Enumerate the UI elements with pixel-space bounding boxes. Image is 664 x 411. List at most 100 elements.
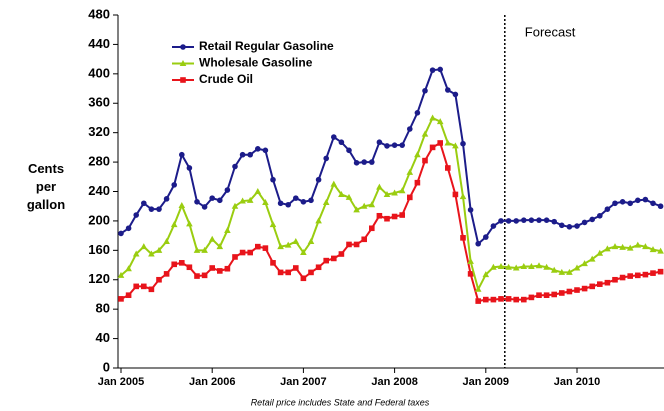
point [406, 168, 414, 175]
point [566, 224, 573, 230]
point [460, 140, 466, 147]
point [307, 238, 315, 245]
point [497, 263, 505, 270]
point [277, 243, 284, 250]
point [391, 213, 398, 220]
point [361, 159, 368, 165]
point [490, 263, 497, 270]
legend-label: Wholesale Gasoline [199, 56, 313, 70]
point [178, 201, 186, 208]
x-tick-label: Jan 2009 [463, 376, 509, 388]
point [330, 180, 338, 187]
point [604, 206, 611, 212]
point [368, 201, 376, 208]
point [239, 151, 246, 158]
point [550, 266, 558, 273]
legend-label: Crude Oil [199, 72, 253, 86]
point [452, 142, 459, 149]
point [376, 212, 383, 219]
point [543, 292, 550, 298]
point [414, 151, 421, 158]
point [186, 165, 193, 171]
point [513, 296, 519, 303]
point [505, 218, 512, 224]
y-tick-label: 440 [88, 36, 110, 51]
point [262, 147, 269, 154]
point [521, 217, 527, 223]
point [445, 165, 451, 171]
point [270, 260, 276, 266]
point [300, 198, 307, 205]
point [635, 272, 641, 279]
point [148, 250, 155, 257]
point [551, 291, 557, 298]
point [369, 159, 375, 165]
point [429, 144, 436, 151]
point [543, 263, 550, 270]
point [612, 276, 618, 283]
point [604, 279, 611, 286]
y-tick-label: 200 [88, 212, 110, 227]
point [346, 147, 352, 154]
point [292, 238, 300, 245]
point [551, 218, 557, 225]
point [543, 217, 550, 223]
point [566, 268, 573, 275]
point [574, 287, 580, 293]
point [193, 246, 201, 253]
point [369, 225, 375, 232]
point [604, 245, 611, 252]
footnote: Retail price includes State and Federal … [251, 397, 430, 407]
point [338, 251, 345, 257]
point [650, 270, 656, 276]
point [421, 130, 429, 137]
point [284, 241, 292, 248]
point [399, 142, 406, 148]
point [208, 235, 216, 242]
point [125, 292, 132, 298]
point [558, 268, 566, 275]
y-tick-label: 120 [88, 271, 110, 286]
point [285, 269, 291, 276]
point [475, 298, 481, 304]
point [634, 241, 642, 248]
point [346, 241, 352, 248]
point [179, 260, 185, 266]
y-tick-label: 480 [88, 6, 110, 21]
x-tick-label: Jan 2006 [189, 376, 235, 388]
point [353, 241, 360, 248]
point [224, 265, 231, 272]
point [155, 246, 163, 253]
point [474, 285, 482, 292]
point [277, 269, 284, 276]
point [209, 265, 215, 271]
y-tick-label: 360 [88, 95, 110, 110]
point [232, 163, 238, 170]
x-tick-label: Jan 2010 [554, 376, 600, 388]
point [376, 183, 383, 190]
x-tick-label: Jan 2007 [280, 376, 326, 388]
series-line [120, 116, 661, 293]
point [407, 126, 413, 132]
point [611, 243, 619, 250]
point [163, 271, 170, 277]
point [528, 263, 535, 270]
point [642, 196, 649, 203]
y-tick-label: 320 [88, 124, 110, 139]
point [179, 151, 185, 158]
point [391, 142, 398, 148]
point [239, 249, 246, 256]
point [627, 273, 633, 279]
point [285, 201, 292, 208]
point [247, 249, 253, 256]
point [467, 257, 474, 264]
point [597, 212, 603, 219]
point [483, 296, 489, 303]
point [163, 196, 170, 202]
point [444, 139, 452, 146]
point [635, 197, 641, 204]
point [414, 110, 421, 116]
point [300, 249, 307, 256]
point [528, 294, 535, 301]
point [437, 140, 443, 146]
